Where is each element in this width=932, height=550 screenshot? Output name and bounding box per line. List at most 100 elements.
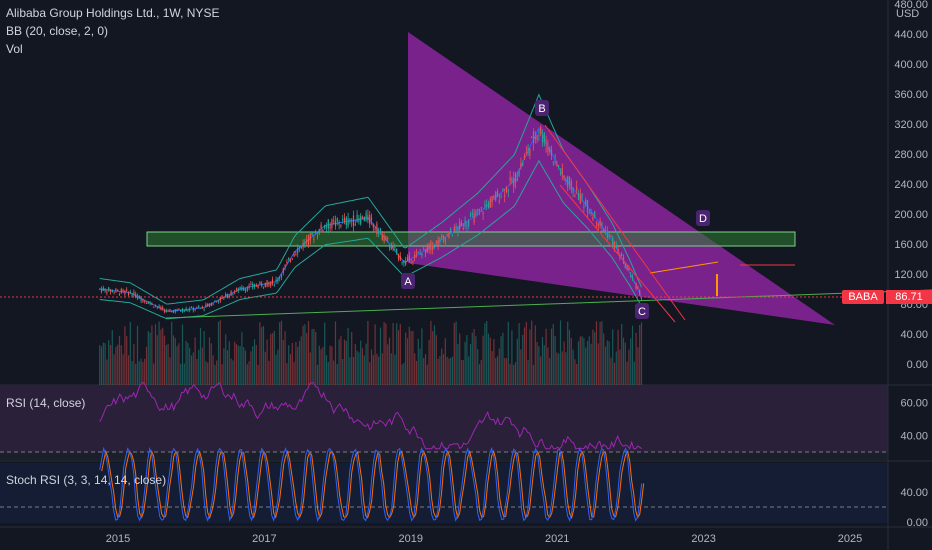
volume-bar xyxy=(601,321,603,385)
candle-body xyxy=(378,231,380,235)
volume-bar xyxy=(140,358,142,385)
candle-body xyxy=(277,278,279,282)
candle-body xyxy=(133,291,135,295)
volume-bar xyxy=(261,327,263,385)
volume-bar xyxy=(113,354,115,385)
candle-body xyxy=(552,162,554,164)
candle-body xyxy=(403,260,405,264)
volume-bar xyxy=(334,321,337,385)
candle-body xyxy=(131,294,133,297)
stoch-rsi-title[interactable]: Stoch RSI (3, 3, 14, 14, close) xyxy=(6,473,167,487)
candle-body xyxy=(243,288,245,291)
volume-indicator-label[interactable]: Vol xyxy=(6,42,23,56)
volume-bar xyxy=(540,356,542,385)
candle-body xyxy=(208,305,211,307)
volume-bar xyxy=(235,344,238,385)
volume-bar xyxy=(592,329,594,385)
candle-body xyxy=(358,217,360,222)
candle-body xyxy=(264,282,266,287)
volume-bar xyxy=(547,347,549,385)
candle-body xyxy=(275,279,277,282)
candle-body xyxy=(507,190,509,192)
time-tick-label: 2019 xyxy=(399,533,423,545)
bb-indicator-label[interactable]: BB (20, close, 2, 0) xyxy=(6,24,109,38)
volume-bar xyxy=(307,321,310,385)
candle-body xyxy=(174,309,176,312)
volume-bar xyxy=(349,357,351,385)
pattern-label-b: B xyxy=(538,103,545,115)
candle-body xyxy=(554,155,556,157)
volume-bar xyxy=(554,336,556,385)
time-tick-label: 2015 xyxy=(106,533,130,545)
volume-bar xyxy=(498,348,500,385)
candle-body xyxy=(637,287,639,289)
volume-bar xyxy=(543,345,545,385)
candle-body xyxy=(313,238,315,240)
volume-bar xyxy=(266,339,268,385)
candle-body xyxy=(477,209,479,211)
candle-body xyxy=(356,214,358,223)
volume-bar xyxy=(270,333,272,385)
candle-body xyxy=(286,261,288,263)
candle-body xyxy=(300,246,302,249)
candle-body xyxy=(543,133,545,144)
candle-body xyxy=(255,285,257,287)
volume-bar xyxy=(594,332,596,385)
candle-body xyxy=(601,222,603,227)
bb-upper-band xyxy=(99,93,642,305)
candle-body xyxy=(219,297,221,301)
volume-bar xyxy=(145,346,148,385)
volume-bar xyxy=(311,329,313,385)
candle-body xyxy=(187,310,189,312)
candle-body xyxy=(430,242,432,251)
candle-body xyxy=(451,235,454,237)
volume-bar xyxy=(360,340,362,385)
volume-bar xyxy=(376,353,378,385)
volume-bar xyxy=(232,360,234,385)
volume-bar xyxy=(460,360,463,385)
rsi-tick-label: 40.00 xyxy=(900,431,928,443)
candle-body xyxy=(592,216,594,220)
volume-bar xyxy=(453,322,455,385)
volume-bar xyxy=(579,336,581,385)
candle-body xyxy=(405,260,407,265)
candle-body xyxy=(444,237,446,243)
candle-body xyxy=(549,147,551,152)
candle-body xyxy=(423,247,425,249)
candle-body xyxy=(633,281,635,283)
price-tick-label: 280.00 xyxy=(894,149,928,161)
triangle-pattern xyxy=(408,32,835,325)
volume-bar xyxy=(424,354,427,385)
candle-body xyxy=(511,178,513,183)
candle-body xyxy=(111,290,113,293)
candle-body xyxy=(199,307,202,309)
volume-bar xyxy=(352,357,355,385)
candle-body xyxy=(516,178,518,182)
candle-body xyxy=(147,302,149,304)
candle-body xyxy=(464,220,466,227)
volume-bar xyxy=(633,361,635,385)
volume-bar xyxy=(315,332,317,385)
candle-body xyxy=(563,176,565,178)
volume-bar xyxy=(99,345,101,385)
volume-bar xyxy=(223,348,225,385)
rsi-title[interactable]: RSI (14, close) xyxy=(6,396,86,410)
candle-body xyxy=(514,173,517,183)
candle-body xyxy=(412,261,414,263)
volume-bar xyxy=(372,354,374,385)
candle-body xyxy=(354,224,356,226)
symbol-title[interactable]: Alibaba Group Holdings Ltd., 1W, NYSE xyxy=(6,6,220,20)
pattern-label-c: C xyxy=(638,306,646,318)
candle-body xyxy=(253,284,256,287)
candle-body xyxy=(306,239,308,243)
volume-bar xyxy=(216,360,218,385)
candle-body xyxy=(271,279,274,284)
volume-bar xyxy=(457,343,459,385)
candle-body xyxy=(417,252,419,254)
candle-body xyxy=(453,227,455,231)
candle-body xyxy=(214,301,216,303)
volume-bar xyxy=(199,327,202,385)
volume-bar xyxy=(255,344,257,385)
candle-body xyxy=(142,299,144,302)
